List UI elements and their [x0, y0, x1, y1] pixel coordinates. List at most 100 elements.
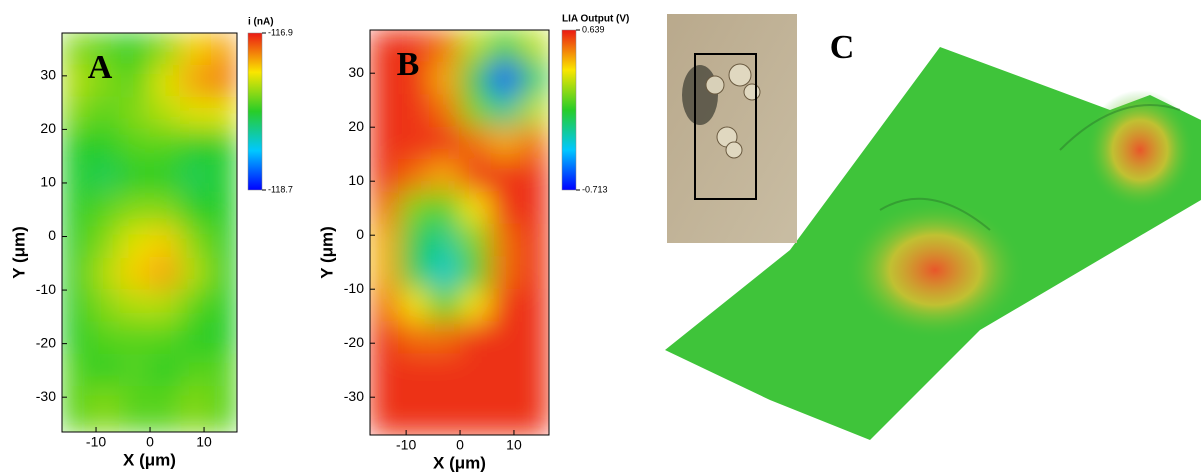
heatmap-cell [179, 161, 212, 195]
heatmap-cell [119, 385, 151, 432]
heatmap-cell [459, 191, 491, 225]
heatmap-cell [89, 321, 121, 355]
heatmap-cell [179, 33, 212, 66]
x-tick-label: -10 [396, 437, 416, 453]
heatmap-cell [459, 321, 491, 355]
heatmap-cell [399, 321, 431, 355]
panel-label: C [830, 29, 855, 66]
heatmap-cell [429, 321, 461, 355]
x-tick-label: 0 [456, 437, 464, 453]
heatmap-cell [399, 159, 431, 193]
heatmap-cell [179, 321, 212, 355]
heatmap-cell [399, 223, 431, 258]
heatmap-cell [519, 353, 549, 387]
heatmap-cell [399, 288, 431, 323]
heatmap-cell [489, 223, 521, 258]
micrograph [667, 14, 797, 243]
heatmap-cell [459, 385, 491, 435]
heatmap-cell [489, 288, 521, 323]
colorbar [561, 29, 577, 191]
heatmap-cell [119, 257, 151, 291]
plot-frame [61, 32, 238, 433]
x-axis-label: X (μm) [123, 450, 176, 469]
panel-label: B [397, 46, 420, 83]
heatmap-cell [62, 128, 91, 163]
heatmap-cell [210, 161, 237, 195]
heatmap-cell [119, 353, 151, 387]
heatmap-cell [210, 225, 237, 259]
heatmap-cell [489, 159, 521, 193]
heatmap-cell [62, 225, 91, 259]
heatmap-cell [459, 223, 491, 258]
heatmap-cell [210, 385, 237, 432]
heatmap-cell [370, 353, 401, 387]
y-tick-label: -20 [36, 334, 56, 350]
heatmap-cell [210, 64, 237, 98]
heatmap-cell [149, 193, 181, 227]
heatmap-cell [179, 289, 212, 323]
heatmap-cell [89, 96, 121, 130]
heatmap-cell [429, 223, 461, 258]
heatmap-cell [62, 385, 91, 432]
heatmap-cell [62, 289, 91, 323]
heatmap-cell [429, 159, 461, 193]
heatmap-cell [210, 257, 237, 291]
heatmap-cell [210, 289, 237, 323]
heatmap-cell [429, 30, 461, 63]
heatmap-cell [370, 126, 401, 161]
heatmap-cell [210, 193, 237, 227]
heatmap-cell [119, 64, 151, 98]
heatmap-cell [179, 225, 212, 259]
heatmap-cell [149, 289, 181, 323]
heatmap-cell [62, 64, 91, 98]
heatmap-cell [489, 30, 521, 63]
heatmap-cell [62, 96, 91, 130]
x-tick-label: 10 [196, 434, 212, 450]
heatmap-cell [519, 385, 549, 435]
heatmap-cell [459, 94, 491, 128]
heatmap-cell [89, 161, 121, 195]
heatmap-cell [399, 94, 431, 128]
heatmap-cell [519, 61, 549, 96]
heatmap-cells [62, 33, 237, 432]
heatmap-cell [149, 96, 181, 130]
heatmap-cell [519, 256, 549, 290]
heatmap-cell [149, 321, 181, 355]
heatmap-cell [399, 30, 431, 63]
heatmap-cell [399, 256, 431, 290]
heatmap-cell [62, 193, 91, 227]
heatmap-cell [210, 128, 237, 163]
heatmap-cells [370, 30, 549, 435]
heatmap [62, 33, 237, 432]
y-tick-label: -10 [344, 280, 364, 296]
y-axis-label: Y (μm) [317, 226, 336, 279]
heatmap-cell [459, 30, 491, 63]
heatmap [370, 30, 549, 435]
heatmap-cell [399, 191, 431, 225]
heatmap-cell [370, 223, 401, 258]
heatmap-cell [62, 353, 91, 387]
heatmap-cell [210, 353, 237, 387]
heatmap-cell [210, 96, 237, 130]
heatmap-cell [519, 223, 549, 258]
heatmap-cell [89, 128, 121, 163]
heatmap-cell [519, 126, 549, 161]
y-tick-label: -10 [36, 281, 56, 297]
heatmap-cell [119, 96, 151, 130]
heatmap-cell [399, 61, 431, 96]
heatmap-cell [489, 385, 521, 435]
colorbar-title: i (nA) [248, 17, 274, 28]
heatmap-cell [149, 257, 181, 291]
colorbar-title: LIA Output (V) [562, 14, 629, 25]
heatmap-cell [179, 385, 212, 432]
heatmap-cell [519, 94, 549, 128]
heatmap-cell [149, 64, 181, 98]
heatmap-cell [149, 225, 181, 259]
heatmap-cell [399, 126, 431, 161]
heatmap-cell [519, 159, 549, 193]
y-tick-label: 10 [348, 172, 364, 188]
heatmap-cell [119, 128, 151, 163]
y-tick-label: 0 [48, 227, 56, 243]
heatmap-cell [89, 193, 121, 227]
heatmap-cell [370, 385, 401, 435]
